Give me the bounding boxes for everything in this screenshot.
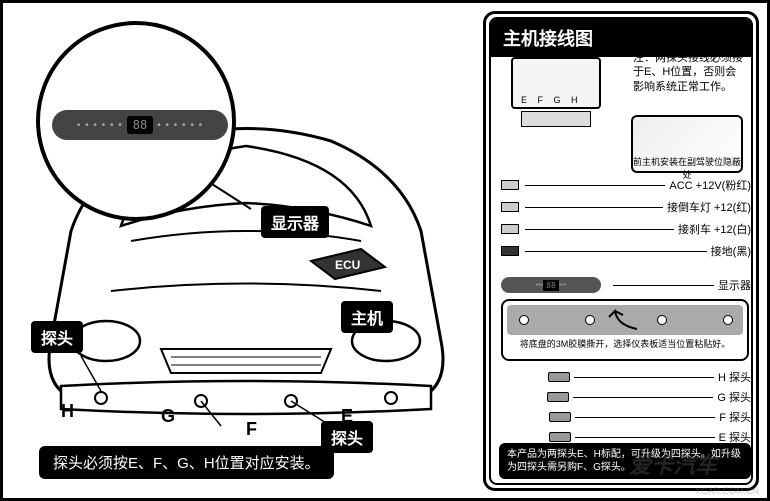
sensor-label: F 探头 bbox=[719, 409, 751, 425]
display-digits: 88 bbox=[127, 116, 153, 134]
sensor-plug-icon bbox=[547, 392, 569, 402]
bottom-note: 探头必须按E、F、G、H位置对应安装。 bbox=[39, 446, 334, 479]
wiring-panel: 主机接线图 注：两探头接线必须接于E、H位置，否则会影响系统正常工作。 E F … bbox=[483, 11, 759, 491]
display-dots-right: • • • • • • bbox=[157, 120, 203, 131]
display-wire-item: ••• 88 ••• 显示器 bbox=[501, 277, 751, 293]
wire-reverse: 接倒车灯 +12(红) bbox=[501, 199, 751, 215]
wire-brake: 接刹车 +12(白) bbox=[501, 221, 751, 237]
svg-text:ECU: ECU bbox=[335, 258, 360, 272]
wiring-panel-inner: 主机接线图 注：两探头接线必须接于E、H位置，否则会影响系统正常工作。 E F … bbox=[489, 17, 753, 485]
bumper-sensor-dot bbox=[585, 315, 595, 325]
pos-e: E bbox=[341, 406, 353, 427]
sensor-g: G 探头 bbox=[501, 389, 751, 405]
port-labels: E F G H bbox=[521, 95, 582, 105]
bumper-illustration: 将底盘的3M胶膜撕开，选择仪表板适当位置粘贴好。 bbox=[501, 299, 749, 361]
display-dots-left: • • • • • • bbox=[77, 120, 123, 131]
sensor-plug-icon bbox=[549, 412, 571, 422]
arrow-icon bbox=[607, 307, 647, 333]
sensor-h: H 探头 bbox=[501, 369, 751, 385]
wire-list: ACC +12V(粉红) 接倒车灯 +12(红) 接刹车 +12(白) 接地(黑… bbox=[501, 177, 751, 265]
car-illustration-area: • • • • • • 88 • • • • • • bbox=[11, 11, 481, 491]
mini-display-icon: ••• 88 ••• bbox=[501, 277, 601, 293]
sensor-label: G 探头 bbox=[717, 389, 751, 405]
display-magnifier-circle: • • • • • • 88 • • • • • • bbox=[36, 21, 236, 221]
host-connector bbox=[521, 111, 591, 127]
wire-connector-icon bbox=[501, 180, 519, 190]
diagram-container: • • • • • • 88 • • • • • • bbox=[3, 3, 767, 498]
display-label: 显示器 bbox=[261, 206, 329, 238]
probe-label-1: 探头 bbox=[31, 321, 83, 353]
watermark-url: XCAR.COM.CN bbox=[695, 486, 759, 496]
wire-connector-icon bbox=[501, 246, 519, 256]
sensor-label: H 探头 bbox=[718, 369, 751, 385]
wire-label: 接地(黑) bbox=[711, 243, 751, 259]
host-label: 主机 bbox=[341, 301, 393, 333]
pos-h: H bbox=[61, 401, 74, 422]
wire-label: ACC +12V(粉红) bbox=[669, 177, 751, 193]
sensor-list: H 探头 G 探头 F 探头 E 探头 bbox=[501, 369, 751, 449]
bumper-sensor-dot bbox=[657, 315, 667, 325]
wire-connector-icon bbox=[501, 224, 519, 234]
sensor-plug-icon bbox=[549, 432, 571, 442]
bumper-sensor-dot bbox=[723, 315, 733, 325]
pos-f: F bbox=[246, 419, 257, 440]
display-bar: • • • • • • 88 • • • • • • bbox=[52, 110, 228, 140]
wire-label: 接刹车 +12(白) bbox=[678, 221, 751, 237]
panel-note: 注：两探头接线必须接于E、H位置，否则会影响系统正常工作。 bbox=[633, 51, 743, 94]
mini-display-digits: 88 bbox=[543, 280, 559, 291]
install-illustration: 前主机安装在副驾驶位隐蔽处 bbox=[631, 115, 743, 173]
pos-g: G bbox=[161, 406, 175, 427]
display-wire-label: 显示器 bbox=[718, 277, 751, 293]
wire-acc: ACC +12V(粉红) bbox=[501, 177, 751, 193]
bumper-sensor-dot bbox=[519, 315, 529, 325]
wire-ground: 接地(黑) bbox=[501, 243, 751, 259]
wire-label: 接倒车灯 +12(红) bbox=[667, 199, 751, 215]
sensor-plug-icon bbox=[548, 372, 570, 382]
wire-connector-icon bbox=[501, 202, 519, 212]
bumper-caption: 将底盘的3M胶膜撕开，选择仪表板适当位置粘贴好。 bbox=[507, 339, 743, 350]
bumper-shape bbox=[507, 305, 743, 335]
sensor-f: F 探头 bbox=[501, 409, 751, 425]
product-note: 本产品为两探头E、H标配，可升级为四探头。如升级为四探头需另购F、G探头。 bbox=[499, 443, 751, 479]
